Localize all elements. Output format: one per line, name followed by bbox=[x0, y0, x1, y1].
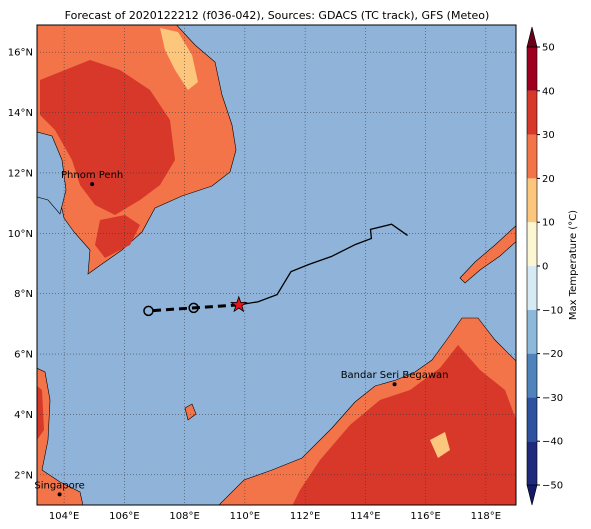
city-label: Bandar Seri Begawan bbox=[341, 370, 449, 381]
colorbar-segment bbox=[527, 90, 537, 135]
colorbar-tick-label: −40 bbox=[542, 437, 563, 448]
lon-tick-label: 104°E bbox=[49, 511, 79, 522]
colorbar-segment bbox=[527, 222, 537, 266]
colorbar-tick-label: −50 bbox=[542, 481, 563, 492]
city-dot bbox=[90, 182, 95, 187]
forecast-position bbox=[143, 305, 154, 317]
city-dot bbox=[392, 382, 397, 387]
lon-tick-label: 106°E bbox=[109, 511, 139, 522]
colorbar-tick-label: 10 bbox=[542, 218, 555, 229]
colorbar-tick-label: 40 bbox=[542, 86, 555, 97]
city-label: Singapore bbox=[34, 480, 84, 491]
map-frame bbox=[36, 24, 517, 506]
lat-tick-label: 6°N bbox=[14, 350, 33, 361]
colorbar-label: Max Temperature (°C) bbox=[568, 210, 579, 320]
colorbar-segment bbox=[527, 397, 537, 442]
colorbar-segment bbox=[527, 309, 537, 354]
lon-tick-label: 110°E bbox=[230, 511, 260, 522]
colorbar-over bbox=[526, 26, 538, 48]
lat-tick-label: 2°N bbox=[14, 470, 33, 481]
lat-tick-label: 4°N bbox=[14, 410, 33, 421]
colorbar-tick-label: −10 bbox=[542, 305, 563, 316]
title: Forecast of 2020122212 (f036-042), Sourc… bbox=[65, 9, 490, 22]
colorbar-segment bbox=[527, 134, 537, 179]
lon-tick-label: 116°E bbox=[410, 511, 440, 522]
colorbar-tick-label: 30 bbox=[542, 130, 555, 141]
colorbar-segment bbox=[527, 441, 537, 485]
lat-tick-label: 12°N bbox=[8, 168, 33, 179]
current-position bbox=[230, 295, 248, 313]
colorbar-segment bbox=[527, 47, 537, 91]
colorbar-tick-label: −30 bbox=[542, 393, 563, 404]
lon-tick-label: 118°E bbox=[471, 511, 501, 522]
colorbar-tick-label: 50 bbox=[542, 43, 555, 54]
city-dot bbox=[57, 492, 62, 497]
lat-tick-label: 10°N bbox=[8, 229, 33, 240]
city-label: Phnom Penh bbox=[61, 170, 123, 181]
colorbar-segment bbox=[527, 178, 537, 223]
colorbar-segment bbox=[527, 266, 537, 310]
forecast-position bbox=[188, 302, 199, 314]
track-forecast bbox=[148, 303, 239, 313]
lon-tick-label: 114°E bbox=[350, 511, 380, 522]
track-past bbox=[238, 223, 408, 306]
colorbar-under bbox=[526, 484, 538, 506]
colorbar-tick-label: −20 bbox=[542, 349, 563, 360]
lat-tick-label: 16°N bbox=[8, 48, 33, 59]
colorbar-tick-label: 20 bbox=[542, 174, 555, 185]
colorbar-segment bbox=[527, 353, 537, 398]
lat-tick-label: 8°N bbox=[14, 289, 33, 300]
lon-tick-label: 108°E bbox=[169, 511, 199, 522]
colorbar-tick-label: 0 bbox=[542, 262, 548, 273]
lon-tick-label: 112°E bbox=[290, 511, 320, 522]
lat-tick-label: 14°N bbox=[8, 108, 33, 119]
land bbox=[37, 25, 516, 505]
